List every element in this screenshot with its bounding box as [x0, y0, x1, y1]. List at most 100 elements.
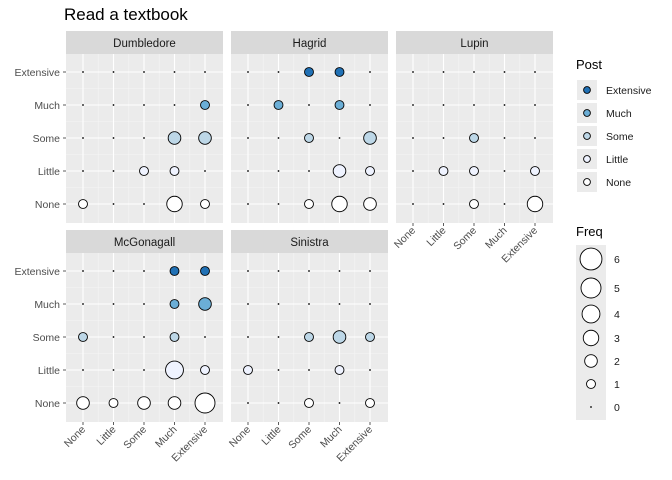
- data-point: [412, 104, 414, 106]
- facet-strip: [396, 31, 553, 54]
- data-point: [200, 365, 210, 375]
- data-point: [473, 104, 475, 106]
- post-legend-swatch: [583, 86, 591, 94]
- data-point: [369, 303, 371, 305]
- freq-legend-label: 3: [614, 333, 620, 345]
- data-point: [442, 71, 445, 73]
- data-point: [277, 336, 280, 338]
- data-point: [82, 270, 84, 272]
- freq-legend-swatch: [581, 304, 601, 324]
- data-point: [82, 137, 84, 139]
- facet-mcgonagall: McGonagallNoneLittleSomeMuchExtensiveNon…: [14, 230, 223, 464]
- facet-strip: [231, 31, 388, 54]
- data-point: [277, 369, 280, 371]
- facet-strip: [66, 31, 223, 54]
- y-tick-label: Little: [38, 365, 60, 377]
- data-point: [469, 166, 479, 176]
- data-point: [204, 336, 206, 338]
- freq-legend: Freq 6 5 4 3 2 1 0: [576, 224, 620, 420]
- data-point: [369, 104, 371, 106]
- data-point: [112, 203, 115, 205]
- data-point: [198, 297, 212, 311]
- data-point: [76, 396, 90, 410]
- data-point: [308, 369, 310, 371]
- x-tick-label: Little: [94, 424, 118, 448]
- data-point: [247, 336, 249, 338]
- data-point: [82, 170, 84, 172]
- x-tick-label: Much: [483, 225, 510, 252]
- data-point: [469, 199, 479, 209]
- x-tick-label: Some: [121, 424, 149, 452]
- data-point: [139, 166, 149, 176]
- data-point: [365, 398, 375, 408]
- freq-legend-label: 4: [614, 309, 620, 321]
- x-tick-label: Some: [286, 424, 314, 452]
- facet-label: Dumbledore: [113, 38, 176, 50]
- x-tick-label: None: [62, 424, 88, 450]
- data-point: [143, 336, 145, 338]
- data-point: [82, 104, 84, 106]
- post-legend-label: None: [606, 177, 631, 189]
- data-point: [438, 166, 449, 176]
- data-point: [308, 303, 310, 305]
- data-point: [526, 195, 544, 213]
- data-point: [112, 71, 115, 73]
- data-point: [534, 71, 536, 73]
- y-tick-label: None: [35, 199, 60, 211]
- x-tick-label: Little: [424, 225, 448, 249]
- data-point: [112, 170, 115, 172]
- data-point: [167, 396, 182, 410]
- data-point: [198, 131, 212, 145]
- facet-strip: [231, 230, 388, 253]
- facet-strip: [66, 230, 223, 253]
- x-tick-label: None: [392, 225, 418, 251]
- data-point: [82, 71, 84, 73]
- data-point: [365, 166, 375, 176]
- data-point: [308, 270, 310, 272]
- data-point: [204, 71, 206, 73]
- freq-legend-swatch: [579, 247, 603, 271]
- x-tick-label: Some: [451, 225, 479, 253]
- data-point: [143, 369, 145, 371]
- data-point: [277, 71, 280, 73]
- post-legend-label: Some: [606, 131, 634, 143]
- data-point: [473, 71, 475, 73]
- data-point: [442, 104, 445, 106]
- freq-legend-label: 1: [614, 379, 620, 391]
- y-tick-label: Extensive: [14, 67, 60, 79]
- data-point: [247, 104, 249, 106]
- data-point: [200, 100, 210, 110]
- data-point: [277, 303, 280, 305]
- data-point: [334, 67, 345, 77]
- data-point: [277, 203, 280, 205]
- data-point: [442, 137, 445, 139]
- facet-label: McGonagall: [114, 237, 175, 249]
- data-point: [503, 170, 506, 172]
- data-point: [173, 71, 176, 73]
- data-point: [338, 137, 341, 139]
- data-point: [247, 170, 249, 172]
- freq-legend-swatch: [580, 277, 602, 299]
- data-point: [338, 270, 341, 272]
- post-legend-label: Little: [606, 154, 628, 166]
- data-point: [412, 203, 414, 205]
- data-point: [304, 199, 314, 209]
- data-point: [412, 137, 414, 139]
- data-point: [247, 303, 249, 305]
- data-point: [534, 137, 536, 139]
- data-point: [112, 104, 115, 106]
- freq-legend-swatch: [584, 354, 598, 368]
- post-legend-label: Extensive: [606, 85, 652, 97]
- data-point: [442, 203, 445, 205]
- data-point: [247, 71, 249, 73]
- y-tick-label: Extensive: [14, 266, 60, 278]
- facet-label: Hagrid: [293, 38, 327, 50]
- data-point: [503, 71, 506, 73]
- data-point: [412, 71, 414, 73]
- data-point: [200, 199, 210, 209]
- data-point: [304, 398, 314, 408]
- data-point: [200, 266, 210, 276]
- data-point: [304, 332, 314, 342]
